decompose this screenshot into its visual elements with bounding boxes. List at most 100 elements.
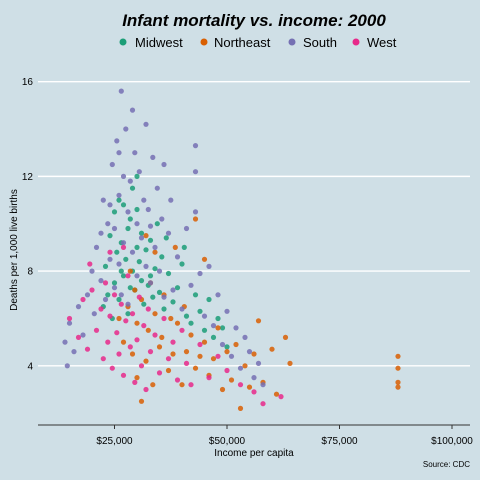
legend-item-northeast[interactable]: Northeast — [200, 35, 271, 50]
data-point — [145, 306, 151, 312]
data-point — [111, 292, 118, 298]
data-point — [114, 330, 120, 336]
data-point — [170, 299, 176, 305]
data-point — [129, 107, 136, 113]
data-point — [395, 384, 401, 390]
data-point — [118, 268, 124, 274]
data-point — [224, 367, 230, 374]
legend-item-south[interactable]: South — [288, 35, 337, 50]
data-point — [71, 349, 77, 355]
data-point — [120, 273, 127, 279]
data-point — [156, 289, 163, 295]
data-point — [174, 377, 181, 383]
data-point — [145, 327, 151, 333]
data-point — [100, 356, 106, 362]
data-point — [201, 256, 208, 262]
data-point — [98, 306, 104, 312]
data-point — [93, 244, 100, 250]
legend-swatch-south — [288, 38, 296, 46]
data-point — [179, 327, 185, 333]
data-point — [107, 249, 113, 255]
data-point — [168, 315, 174, 322]
data-point — [120, 339, 127, 345]
data-point — [219, 341, 226, 348]
series-south — [62, 88, 266, 388]
gridlines — [38, 80, 470, 367]
x-axis-ticks: $25,000 $50,000 $75,000 $100,000 — [96, 425, 473, 447]
data-point — [174, 285, 181, 291]
data-point — [147, 349, 154, 355]
data-point — [150, 294, 156, 300]
data-point — [147, 237, 154, 243]
data-point — [143, 121, 149, 127]
data-point — [152, 311, 158, 317]
data-point — [201, 313, 208, 319]
data-point — [87, 261, 93, 267]
data-point — [118, 292, 124, 298]
data-point — [102, 280, 109, 286]
data-point — [269, 346, 275, 352]
data-point — [120, 372, 127, 378]
data-point — [123, 256, 129, 262]
data-point — [64, 363, 70, 369]
data-point — [141, 197, 147, 203]
data-point — [287, 360, 293, 366]
data-point — [197, 341, 203, 348]
x-tick-label: $25,000 — [96, 436, 133, 447]
data-point — [170, 339, 176, 345]
data-point — [233, 325, 239, 331]
legend-item-midwest[interactable]: Midwest — [119, 35, 184, 50]
data-point — [152, 332, 158, 338]
data-point — [62, 339, 68, 345]
series-west — [66, 244, 284, 407]
data-point — [102, 296, 109, 303]
data-point — [134, 221, 140, 227]
legend-label-midwest: Midwest — [135, 35, 183, 50]
data-point — [174, 254, 181, 260]
data-point — [120, 202, 127, 208]
data-point — [107, 313, 113, 319]
data-point — [197, 308, 203, 314]
data-point — [80, 332, 86, 338]
data-point — [154, 185, 160, 191]
y-axis-title: Deaths per 1,000 live births — [9, 189, 20, 311]
legend-label-west: West — [367, 35, 397, 50]
data-point — [105, 221, 111, 227]
data-point — [136, 294, 142, 300]
data-point — [102, 263, 109, 269]
data-point — [251, 375, 257, 381]
data-point — [165, 270, 172, 277]
data-point — [75, 334, 82, 340]
data-point — [179, 382, 185, 388]
data-point — [192, 143, 199, 149]
data-point — [129, 185, 136, 191]
y-tick-label: 8 — [27, 267, 33, 278]
data-point — [143, 233, 149, 239]
data-point — [183, 225, 190, 232]
data-point — [188, 320, 194, 326]
data-point — [107, 256, 113, 262]
data-point — [123, 126, 129, 132]
data-point — [136, 259, 142, 265]
data-point — [66, 320, 73, 326]
data-point — [134, 173, 140, 179]
x-tick-label: $75,000 — [321, 436, 358, 447]
data-point — [251, 389, 257, 395]
data-point — [237, 382, 244, 388]
data-point — [242, 334, 248, 340]
data-point — [210, 356, 217, 362]
data-point — [127, 285, 133, 291]
legend: Midwest Northeast South West — [119, 35, 397, 50]
data-point — [138, 230, 145, 236]
data-point — [255, 318, 262, 324]
data-point — [116, 192, 122, 198]
data-point — [210, 334, 217, 340]
data-point — [125, 311, 131, 317]
data-point — [183, 349, 190, 355]
data-point — [134, 320, 140, 326]
data-point — [251, 351, 257, 357]
data-point — [156, 370, 163, 376]
data-point — [138, 398, 145, 404]
legend-item-west[interactable]: West — [352, 35, 397, 50]
data-point — [80, 296, 86, 303]
